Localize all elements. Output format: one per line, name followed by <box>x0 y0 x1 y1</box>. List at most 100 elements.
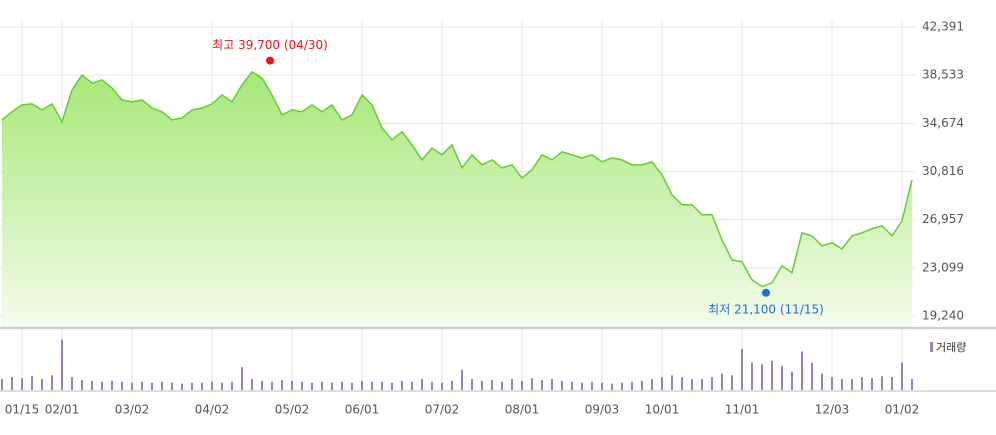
x-tick-label: 01/15 <box>5 403 40 417</box>
volume-bar <box>31 376 33 390</box>
volume-bar <box>351 382 353 390</box>
volume-bar <box>361 380 363 390</box>
volume-bar <box>771 360 773 390</box>
volume-bar <box>701 379 703 390</box>
volume-bar <box>881 376 883 390</box>
volume-bar <box>581 382 583 390</box>
volume-bar <box>171 382 173 390</box>
volume-bar <box>41 379 43 390</box>
legend-swatch <box>930 342 933 352</box>
volume-bar <box>831 377 833 390</box>
volume-bar <box>811 362 813 390</box>
volume-bar <box>611 383 613 390</box>
volume-bar <box>791 371 793 390</box>
extreme-marker <box>762 288 770 297</box>
volume-bar <box>501 381 503 390</box>
x-tick-label: 08/01 <box>505 403 540 417</box>
volume-bar <box>531 378 533 390</box>
volume-bar <box>51 375 53 390</box>
volume-bar <box>891 377 893 390</box>
volume-bar <box>761 364 763 390</box>
volume-bar <box>671 375 673 390</box>
volume-bar <box>241 367 243 390</box>
volume-bar <box>781 366 783 390</box>
y-tick-label: 42,391 <box>922 19 964 33</box>
legend-label: 거래량 <box>936 341 966 354</box>
volume-bar <box>61 339 63 390</box>
volume-bar <box>291 380 293 390</box>
volume-bar <box>211 381 213 390</box>
y-tick-label: 34,674 <box>922 116 964 130</box>
plot <box>1 56 913 390</box>
volume-bar <box>591 381 593 390</box>
volume-bar <box>861 377 863 390</box>
volume-bar <box>401 380 403 390</box>
volume-bar <box>281 379 283 390</box>
volume-bar <box>131 382 133 390</box>
y-tick-label: 30,816 <box>922 164 964 178</box>
volume-bar <box>191 382 193 390</box>
volume-bar <box>471 379 473 390</box>
volume-bar <box>821 373 823 390</box>
volume-bar <box>661 377 663 390</box>
volume-bar <box>911 379 913 390</box>
x-tick-label: 11/01 <box>725 403 760 417</box>
volume-bar <box>751 362 753 390</box>
volume-bar <box>251 379 253 390</box>
volume-bar <box>461 369 463 390</box>
x-tick-label: 05/02 <box>275 403 310 417</box>
x-tick-label: 03/02 <box>115 403 150 417</box>
extreme-label: 최저 21,100 (11/15) <box>708 302 824 316</box>
volume-bar <box>841 379 843 390</box>
y-tick-label: 38,533 <box>922 68 964 82</box>
volume-bar <box>221 382 223 390</box>
volume-bar <box>141 381 143 390</box>
volume-bar <box>161 381 163 390</box>
volume-bar <box>381 381 383 390</box>
volume-bar <box>21 378 23 390</box>
extreme-marker <box>266 56 274 65</box>
x-tick-label: 09/03 <box>585 403 620 417</box>
volume-bar <box>561 380 563 390</box>
volume-bar <box>711 377 713 390</box>
volume-bar <box>451 380 453 390</box>
volume-bar <box>541 379 543 390</box>
volume-bar <box>691 379 693 390</box>
volume-bar <box>511 379 513 390</box>
volume-bar <box>91 380 93 390</box>
volume-bar <box>871 378 873 390</box>
volume-bar <box>421 379 423 390</box>
volume-bar <box>181 383 183 390</box>
volume-bar <box>231 381 233 390</box>
volume-bar <box>551 379 553 390</box>
volume-bar <box>481 380 483 390</box>
x-tick-label: 07/02 <box>425 403 460 417</box>
volume-bar <box>651 379 653 390</box>
volume-bar <box>311 382 313 390</box>
volume-bar <box>201 382 203 390</box>
volume-bar <box>261 380 263 390</box>
volume-bar <box>901 362 903 390</box>
volume-bar <box>641 380 643 390</box>
volume-bar <box>111 380 113 390</box>
volume-bar <box>721 373 723 390</box>
y-tick-label: 19,240 <box>922 309 964 323</box>
volume-bar <box>11 377 13 390</box>
volume-bar <box>71 377 73 390</box>
volume-bar <box>371 381 373 390</box>
volume-bar <box>331 382 333 390</box>
volume-bar <box>851 379 853 390</box>
volume-bar <box>601 382 603 390</box>
volume-bar <box>631 381 633 390</box>
volume-bar <box>411 381 413 390</box>
volume-bar <box>521 380 523 390</box>
volume-bar <box>741 348 743 390</box>
volume-bar <box>441 382 443 390</box>
x-tick-label: 06/01 <box>345 403 380 417</box>
volume-bar <box>391 382 393 390</box>
volume-bar <box>731 375 733 390</box>
y-tick-label: 26,957 <box>922 212 964 226</box>
volume-bar <box>121 381 123 390</box>
x-tick-label: 04/02 <box>195 403 230 417</box>
